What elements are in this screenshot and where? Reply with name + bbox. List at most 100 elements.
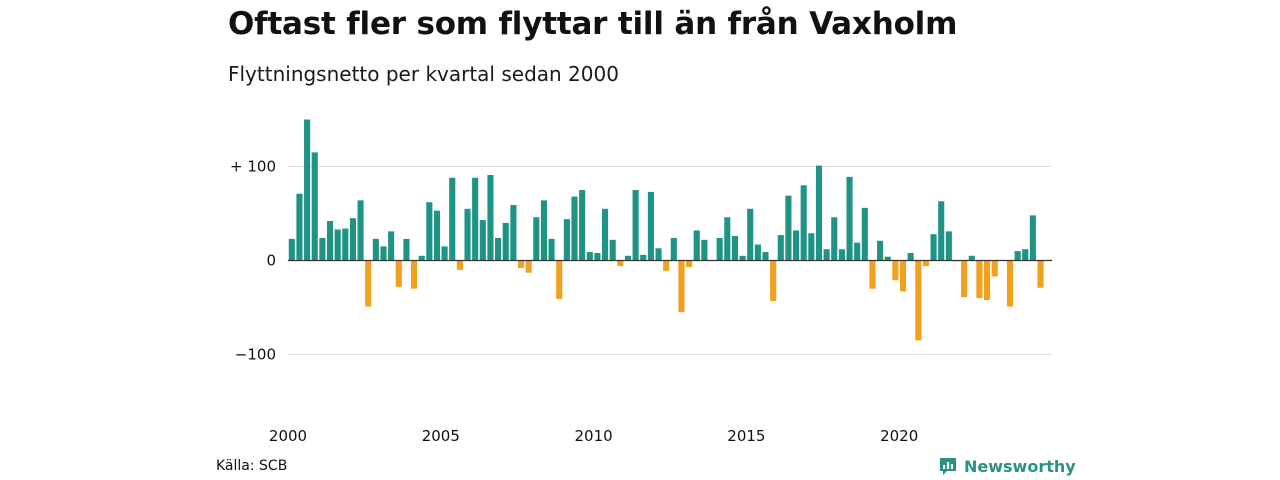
bar	[739, 255, 746, 261]
bar	[357, 200, 364, 261]
bar	[670, 237, 677, 261]
bar	[1014, 251, 1021, 261]
bar	[426, 202, 433, 261]
axis-layer: + 100 0 −100 2000 2005 2010 2015 2020	[230, 158, 1052, 445]
bar	[747, 208, 754, 261]
bar	[464, 208, 471, 261]
bar	[777, 235, 784, 261]
bar	[754, 244, 761, 261]
bar	[961, 260, 968, 298]
bar	[984, 260, 991, 300]
chart-title: Oftast fler som flyttar till än från Vax…	[228, 6, 958, 42]
x-tick-label: 2000	[269, 427, 307, 445]
bar	[586, 252, 593, 261]
bar	[846, 176, 853, 261]
bar	[800, 185, 807, 261]
bar	[441, 246, 448, 261]
bar	[296, 193, 303, 261]
x-tick-label: 2015	[727, 427, 765, 445]
bar	[533, 217, 540, 261]
bars-layer	[288, 119, 1044, 341]
bar	[571, 196, 578, 261]
bar	[922, 260, 929, 267]
bar	[495, 237, 502, 261]
bar	[418, 255, 425, 261]
bar	[854, 242, 861, 261]
bar	[647, 191, 654, 261]
bar	[724, 217, 731, 261]
bar	[326, 221, 334, 261]
bar	[624, 255, 632, 261]
bar	[663, 260, 670, 271]
bar	[411, 260, 418, 289]
bar	[334, 229, 341, 261]
bar	[838, 249, 845, 261]
bar	[869, 260, 876, 289]
bar	[525, 260, 532, 273]
bar	[976, 260, 983, 299]
bar	[602, 208, 609, 261]
bar	[945, 231, 952, 261]
bar	[388, 231, 395, 261]
bar	[1029, 215, 1036, 261]
bar	[655, 248, 662, 261]
grid-layer	[288, 166, 1052, 355]
bar	[456, 260, 463, 270]
bar	[793, 230, 800, 261]
bar	[808, 233, 815, 261]
bar	[395, 260, 402, 287]
bar	[365, 260, 372, 307]
bar	[678, 260, 685, 313]
x-tick-label: 2010	[575, 427, 613, 445]
bar	[762, 252, 769, 261]
bar	[770, 260, 777, 301]
chart-subtitle: Flyttningsnetto per kvartal sedan 2000	[228, 62, 619, 86]
bar	[930, 234, 937, 261]
source-note: Källa: SCB	[216, 458, 288, 474]
bar	[1037, 260, 1044, 288]
brand-logo: Newsworthy	[938, 456, 1076, 476]
bar	[502, 222, 509, 261]
bar	[594, 252, 601, 261]
bar	[609, 239, 616, 261]
newsworthy-logo-icon	[940, 458, 956, 475]
bar	[472, 177, 479, 261]
bar	[319, 237, 326, 261]
bar	[991, 260, 998, 277]
bar	[968, 255, 975, 261]
bar	[899, 260, 907, 292]
bar	[877, 240, 884, 261]
bar	[380, 246, 387, 261]
bar	[342, 228, 349, 261]
y-tick-label: + 100	[230, 158, 276, 176]
bar	[433, 210, 441, 261]
bar	[701, 239, 708, 261]
bar	[617, 260, 624, 267]
bar	[479, 220, 486, 261]
x-tick-label: 2005	[422, 427, 460, 445]
bar	[731, 236, 738, 261]
bar	[938, 201, 945, 261]
bar	[563, 219, 570, 261]
bar	[686, 260, 693, 268]
bar	[510, 205, 517, 261]
x-tick-label: 2020	[880, 427, 918, 445]
bar	[884, 256, 891, 261]
bar	[449, 177, 456, 261]
bar	[304, 119, 311, 261]
bar	[907, 252, 914, 261]
bar	[540, 200, 547, 261]
bar	[579, 190, 586, 261]
bar	[785, 195, 792, 261]
bar	[892, 260, 899, 281]
bar	[349, 218, 356, 261]
y-tick-label: −100	[235, 346, 276, 364]
bar	[1006, 260, 1014, 307]
bar	[1022, 249, 1029, 261]
bar	[815, 165, 823, 261]
bar	[288, 238, 295, 261]
bar	[487, 174, 494, 261]
bar	[403, 238, 410, 261]
bar	[372, 238, 379, 261]
bar	[311, 152, 318, 261]
